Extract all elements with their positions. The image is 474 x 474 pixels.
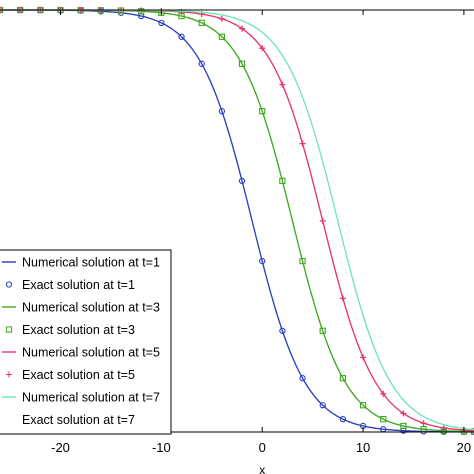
exact-point-t3 [198,19,205,26]
exact-point-t1 [319,402,326,409]
exact-point-t1 [279,327,286,334]
legend-label: Numerical solution at t=3 [22,301,160,315]
exact-point-t5 [400,410,407,417]
exact-point-t1 [158,19,165,26]
exact-point-t5 [319,218,326,224]
axes: -20 -10 0 10 20 x [0,9,474,474]
exact-point-t5 [279,81,286,88]
exact-point-t5 [420,420,427,427]
exact-point-t5 [299,140,306,147]
exact-point-t5 [259,45,266,52]
exact-point-t3 [259,108,266,115]
legend-label: Numerical solution at t=1 [22,256,160,270]
exact-point-t5 [440,424,447,431]
legend-label: Exact solution at t=3 [22,323,135,337]
legend-box [0,249,172,435]
exact-point-t1 [218,108,226,115]
x-tick-label: 20 [457,440,471,455]
exact-point-t3 [359,402,367,409]
legend-label: Numerical solution at t=5 [22,346,160,360]
exact-point-t1 [178,33,185,40]
legend-swatch-marker [5,326,13,333]
exact-point-t1 [238,177,246,185]
exact-point-t5 [239,25,246,32]
exact-point-t1 [299,375,306,382]
exact-point-t1 [198,60,205,67]
legend-label: Exact solution at t=7 [22,413,135,427]
x-tick-label: 0 [259,440,266,455]
x-axis-label: x [259,463,265,474]
exact-point-t3 [218,33,226,40]
exact-point-t3 [279,177,286,185]
exact-point-t5 [471,427,474,434]
exact-point-t5 [218,15,225,22]
exact-point-t5 [360,354,367,361]
legend-swatch-marker [5,281,13,288]
exact-point-t3 [339,375,347,382]
exact-point-t3 [319,327,326,334]
legend: Numerical solution at t=1 Exact solution … [0,249,172,435]
exact-point-t5 [339,295,346,302]
x-tick-label: -20 [51,440,70,455]
x-tick-label: -10 [152,440,171,455]
exact-point-t3 [380,416,387,423]
exact-point-t3 [400,422,407,430]
legend-label: Numerical solution at t=7 [22,391,160,405]
legend-swatch-marker [6,371,12,378]
legend-label: Exact solution at t=1 [22,278,135,292]
legend-label: Exact solution at t=5 [22,368,135,382]
x-tick-label: 10 [356,440,370,455]
exact-point-t3 [238,60,246,67]
exact-point-t3 [299,257,306,265]
exact-point-t1 [259,257,266,265]
exact-point-t1 [339,416,347,423]
exact-point-t5 [380,390,387,397]
